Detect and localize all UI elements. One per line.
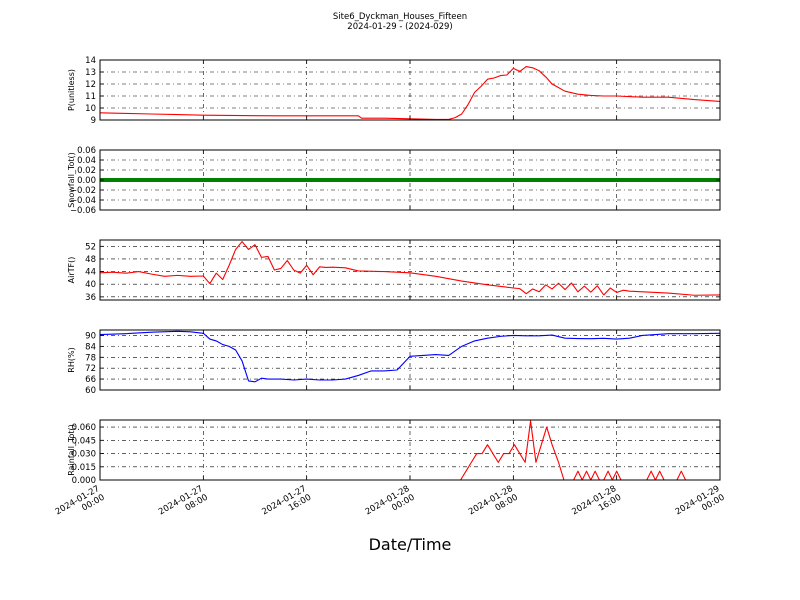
airtemp-ytick-label: 48 bbox=[85, 255, 96, 265]
rh-ytick-label: 90 bbox=[85, 331, 96, 341]
pressure-ytick-label: 11 bbox=[85, 92, 96, 102]
rainfall-ytick-label: 0.015 bbox=[72, 463, 96, 473]
rh-ytick-label: 78 bbox=[85, 353, 96, 363]
snowfall-ytick-label: 0.06 bbox=[77, 146, 96, 156]
rainfall-ytick-label: 0.060 bbox=[72, 423, 96, 433]
rh-ytick-label: 84 bbox=[85, 342, 96, 352]
airtemp-ytick-label: 44 bbox=[85, 268, 96, 278]
panels-group: 91011121314P(unitless)−0.06−0.04−0.020.0… bbox=[67, 56, 721, 486]
rainfall-ytick-label: 0.030 bbox=[72, 450, 96, 460]
x-axis-label: Date/Time bbox=[369, 535, 452, 554]
pressure-ytick-label: 14 bbox=[85, 56, 96, 66]
snowfall-ytick-label: −0.06 bbox=[70, 206, 96, 216]
rh-ylabel: RH(%) bbox=[67, 347, 76, 372]
pressure-ylabel: P(unitless) bbox=[67, 69, 76, 111]
figure-title-line2: 2024-01-29 - (2024-029) bbox=[347, 22, 452, 32]
rainfall-ytick-label: 0.000 bbox=[72, 476, 96, 486]
airtemp-ytick-label: 36 bbox=[85, 293, 96, 303]
rh-ytick-label: 66 bbox=[85, 375, 96, 385]
pressure-ytick-label: 10 bbox=[85, 104, 96, 114]
rh-ytick-label: 60 bbox=[85, 386, 96, 396]
figure-title-line1: Site6_Dyckman_Houses_Fifteen bbox=[333, 12, 467, 22]
rainfall-ylabel: Rainfall_Tot() bbox=[67, 424, 76, 476]
rh-series-line bbox=[99, 330, 721, 383]
pressure-ytick-label: 12 bbox=[85, 80, 96, 90]
airtemp-series-line bbox=[99, 241, 721, 296]
airtemp-ytick-label: 40 bbox=[85, 280, 96, 290]
snowfall-ylabel: Snowfall_Tot() bbox=[67, 152, 76, 208]
panel-pressure: 9 10 11 12 13 14 P(unitless) bbox=[67, 56, 721, 126]
rainfall-ytick-label: 0.045 bbox=[72, 436, 96, 446]
snowfall-ytick-label: 0.00 bbox=[77, 176, 96, 186]
panel-snowfall: −0.06−0.04−0.020.000.020.040.06Snowfall_… bbox=[67, 146, 721, 216]
snowfall-ytick-label: 0.02 bbox=[77, 166, 96, 176]
rh-ytick-label: 72 bbox=[85, 364, 96, 374]
snowfall-ytick-label: −0.02 bbox=[70, 186, 96, 196]
panel-airtemp: 36 40 44 48 52 AirTF() bbox=[67, 239, 721, 303]
pressure-ytick-label: 13 bbox=[85, 68, 96, 78]
airtemp-ytick-label: 52 bbox=[85, 242, 96, 252]
pressure-series-line bbox=[99, 66, 721, 120]
snowfall-ytick-label: −0.04 bbox=[70, 196, 96, 206]
airtemp-ylabel: AirTF() bbox=[67, 257, 76, 284]
snowfall-ytick-label: 0.04 bbox=[77, 156, 96, 166]
pressure-ytick-label: 9 bbox=[91, 116, 96, 126]
